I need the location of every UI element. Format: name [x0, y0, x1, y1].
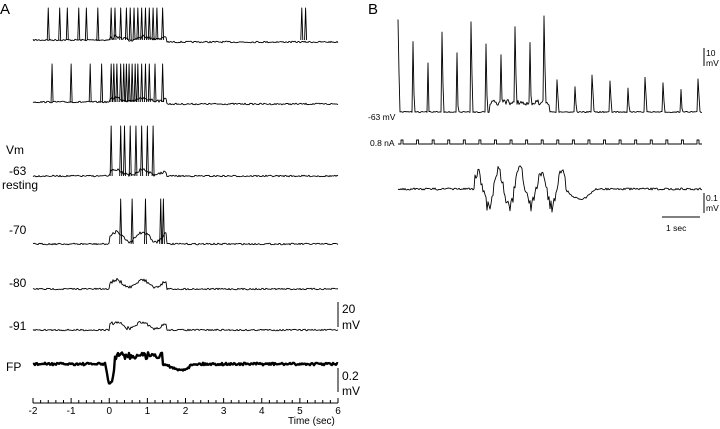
spike-a-1-4 [77, 7, 81, 41]
spike-a-3-5 [134, 125, 138, 177]
spike-a-2-15 [140, 63, 144, 103]
spike-a-3-1 [109, 125, 113, 177]
spike-a-2-11 [127, 63, 131, 103]
scale-bar-0-2mv-value: 0.2 [342, 369, 359, 383]
panel-b-traces [397, 15, 703, 213]
scale-bar-1sec-label: 1 sec [666, 223, 687, 233]
spike-a-2-17 [147, 63, 151, 103]
x-tick-label: 2 [183, 406, 189, 417]
spike-a-1-9 [119, 7, 123, 41]
spike-a-1-18 [155, 7, 159, 41]
x-tick-label: 5 [297, 406, 303, 417]
trace-label-minus63: -63 [9, 164, 27, 178]
resting-label: resting [2, 178, 38, 192]
spike-a-1-1 [46, 7, 50, 41]
x-axis-label: Time (sec) [288, 416, 335, 427]
x-tick-label: -2 [29, 406, 38, 417]
x-tick-label: 0 [106, 406, 112, 417]
panel-label-a: A [0, 1, 10, 18]
scale-bar-20mv-unit: mV [342, 318, 360, 332]
trace-label-minus70: -70 [9, 223, 27, 237]
spike-a-1-15 [144, 7, 147, 41]
spike-a-4-1 [119, 198, 123, 245]
spike-a-3-7 [145, 125, 149, 177]
spike-a-1-19 [161, 7, 165, 41]
spike-a-2-19 [161, 63, 165, 103]
spike-a-4-3 [144, 198, 147, 245]
trace-label-minus80: -80 [9, 276, 27, 290]
spike-a-1-3 [65, 7, 69, 41]
scale-bar-20mv-value: 20 [342, 302, 356, 316]
spike-a-1-16 [147, 7, 151, 41]
spike-a-1-8 [113, 7, 117, 41]
spike-a-4-5 [161, 198, 165, 245]
spike-a-2-18 [153, 63, 157, 103]
spike-a-1-10 [124, 7, 128, 41]
spike-a-1-20 [300, 7, 304, 41]
panel-a-traces [32, 7, 339, 385]
x-tick-label: 6 [335, 406, 341, 417]
spike-a-1-6 [96, 7, 100, 41]
scale-bar-10mv-unit: mV [706, 58, 719, 68]
spike-a-1-7 [109, 7, 113, 41]
spike-a-2-5 [109, 63, 113, 103]
spike-a-2-16 [144, 63, 147, 103]
x-axis: -2 -1 0 1 2 3 4 5 6 [29, 398, 341, 417]
spike-a-2-1 [50, 63, 54, 103]
spike-a-1-14 [140, 7, 144, 41]
spike-a-1-13 [136, 7, 140, 41]
trace-label-minus91: -91 [9, 319, 27, 333]
spike-a-4-4 [159, 198, 163, 245]
spike-a-2-8 [119, 63, 123, 103]
x-tick-label: 1 [145, 406, 151, 417]
spike-a-3-2 [119, 125, 123, 177]
scale-bar-0-1mv-value: 0.1 [706, 193, 718, 203]
trace-a-2 [32, 96, 339, 106]
spike-a-2-4 [100, 63, 104, 103]
vm-label: Vm [6, 143, 24, 157]
scale-bar-0-1mv-unit: mV [706, 203, 719, 213]
panel-label-b: B [368, 1, 378, 18]
spike-a-3-8 [151, 125, 155, 177]
x-tick-label: -1 [67, 406, 76, 417]
trace-a-3 [32, 168, 339, 178]
spike-a-3-6 [140, 125, 144, 177]
spike-a-2-6 [112, 63, 116, 103]
current-pulses-trace [398, 139, 702, 145]
field-potential-trace [32, 351, 339, 385]
trace-a-6 [32, 321, 339, 332]
spike-a-2-9 [122, 63, 126, 103]
spike-a-1-12 [132, 7, 136, 41]
vm-label-b: -63 mV [368, 112, 396, 122]
trace-a-5 [32, 277, 339, 291]
fp-label: FP [6, 360, 21, 374]
spike-a-2-13 [133, 63, 137, 103]
scale-bar-0-2mv-unit: mV [342, 384, 360, 398]
spike-a-1-2 [58, 7, 62, 41]
spike-a-1-11 [128, 7, 132, 41]
spike-a-3-3 [123, 125, 126, 177]
spike-a-2-12 [130, 63, 134, 103]
trace-b-field-potential [397, 165, 703, 213]
spike-a-1-21 [304, 7, 308, 41]
trace-a-1 [32, 34, 339, 44]
spike-a-2-10 [124, 63, 128, 103]
scale-bar-10mv-value: 10 [706, 48, 716, 58]
spike-a-1-17 [151, 7, 155, 41]
trace-b-vm [397, 15, 703, 114]
current-label: 0.8 nA [370, 138, 395, 148]
spike-a-1-5 [84, 7, 88, 41]
spike-a-2-3 [88, 63, 92, 103]
spike-a-2-2 [69, 63, 73, 103]
spike-a-2-7 [115, 63, 119, 103]
spike-a-4-2 [130, 198, 134, 245]
x-tick-label: 3 [221, 406, 227, 417]
spike-a-3-4 [128, 125, 132, 177]
spike-a-2-14 [136, 63, 140, 103]
trace-a-4 [32, 230, 339, 246]
x-tick-label: 4 [259, 406, 265, 417]
